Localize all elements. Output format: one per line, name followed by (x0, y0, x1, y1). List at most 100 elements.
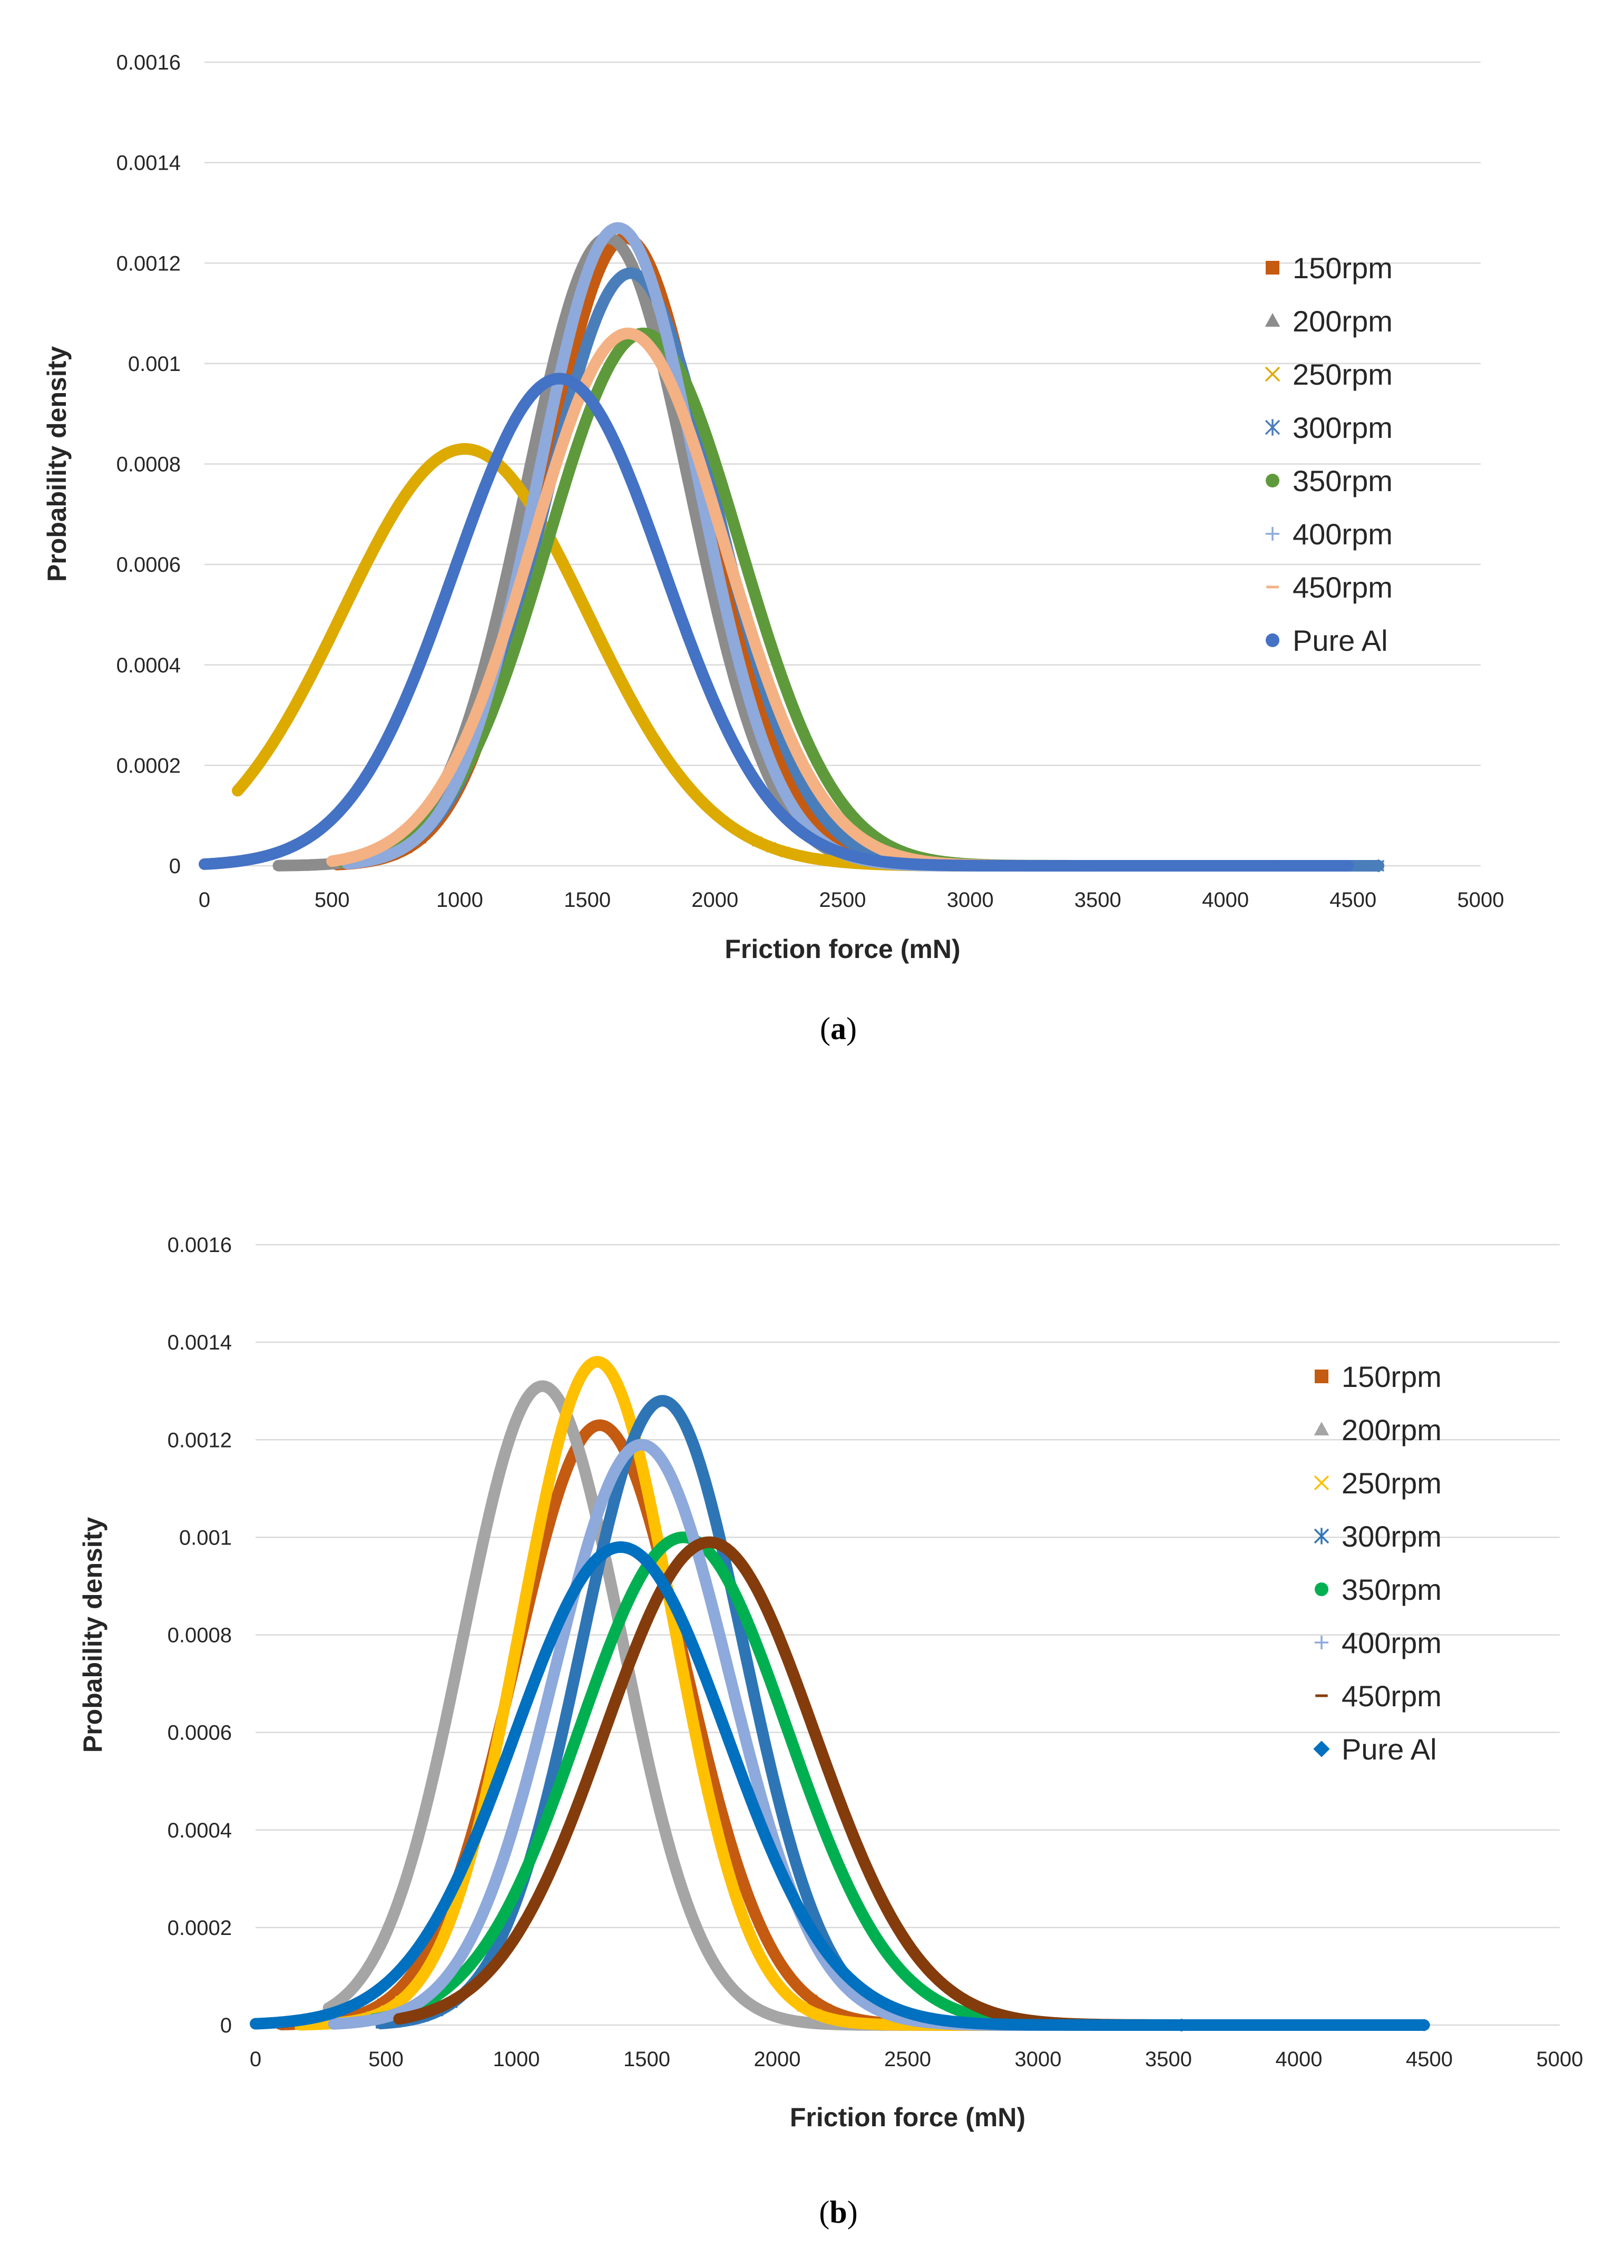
legend-marker (1266, 474, 1279, 487)
data-point (336, 2004, 348, 2016)
data-point (889, 853, 898, 856)
data-point (1014, 861, 1024, 871)
data-point (278, 2016, 290, 2028)
data-point (779, 846, 791, 858)
panel-a-x-tick-label: 1000 (436, 888, 483, 912)
data-point (1154, 861, 1164, 871)
legend-label: 350rpm (1293, 464, 1393, 497)
chart-panel-b: 0 0.0002 0.0004 0.0006 0.0008 0.001 0.0012 0.00… (78, 1234, 1583, 2230)
panel-b-y-tick-label: 0 (220, 2014, 232, 2037)
data-point (967, 2017, 979, 2029)
legend-marker (1266, 633, 1279, 647)
data-point (370, 854, 380, 864)
data-point (1153, 2019, 1165, 2031)
data-point (398, 843, 408, 853)
data-point (954, 1995, 963, 1998)
density-curve (272, 232, 1128, 872)
panel-b-x-tick-label: 5000 (1537, 2048, 1583, 2071)
data-point (437, 2005, 447, 2008)
legend-marker (1315, 1582, 1328, 1596)
panel-b-x-tick-label: 500 (368, 2048, 404, 2071)
legend-marker (1314, 1528, 1329, 1544)
panel-a-x-axis-title: Friction force (mN) (725, 934, 960, 964)
legend-marker (1266, 261, 1279, 275)
data-point (1068, 2019, 1079, 2031)
data-point (807, 1995, 817, 2005)
legend-marker (1315, 1370, 1328, 1383)
data-point (341, 857, 350, 860)
legend-marker (1265, 419, 1280, 436)
panel-a-x-tick-label: 4000 (1202, 888, 1249, 912)
data-point (350, 1998, 362, 2010)
panel-a-legend: 150rpm 200rpm 250rpm 300rpm 350rpm 400rpm 450r… (1265, 251, 1393, 657)
data-point (1197, 2019, 1208, 2031)
data-point (228, 857, 238, 867)
data-point (868, 2018, 879, 2030)
data-point (825, 2013, 836, 2025)
legend-marker (1266, 527, 1279, 541)
data-point (1225, 2019, 1237, 2031)
panel-a-series-group (199, 222, 1385, 872)
data-point (957, 861, 967, 871)
data-point (754, 2004, 765, 2014)
legend-label: 450rpm (1293, 571, 1393, 604)
panel-a-y-tick-label: 0.0008 (116, 453, 181, 476)
panel-a-y-tick-label: 0.001 (128, 353, 181, 376)
data-point (972, 861, 982, 871)
data-point (1280, 861, 1290, 871)
panel-b-series-450rpm (393, 1536, 1356, 2031)
data-point (250, 2018, 261, 2030)
panel-a-x-tick-label: 4500 (1329, 888, 1376, 912)
data-point (415, 1997, 425, 2007)
panel-b-x-tick-label: 4000 (1276, 2048, 1323, 2071)
legend-marker (1266, 585, 1279, 589)
panel-a-y-tick-label: 0.0014 (116, 152, 181, 175)
data-point (409, 2015, 418, 2018)
data-point (927, 1992, 937, 2002)
data-point (287, 859, 298, 869)
data-point (873, 856, 883, 866)
panel-a-y-tick-label: 0.0012 (116, 252, 181, 275)
data-point (1297, 2019, 1309, 2031)
panel-b-legend: 150rpm 200rpm 250rpm 300rpm 350rpm 400rpm 450r… (1313, 1360, 1442, 1766)
data-point (766, 842, 777, 853)
panel-b-x-tick-label: 1500 (623, 2048, 670, 2071)
data-point (883, 2019, 894, 2030)
panel-b-x-tick-label: 2000 (754, 2048, 801, 2071)
data-point (968, 2002, 977, 2006)
data-point (1340, 2019, 1352, 2031)
data-point (1010, 2019, 1022, 2030)
data-point (811, 2018, 822, 2028)
legend-label: 300rpm (1293, 411, 1393, 444)
data-point (796, 2001, 808, 2012)
density-curve (393, 1536, 1356, 2031)
data-point (895, 2005, 907, 2017)
data-point (270, 848, 280, 858)
panel-b-y-tick-label: 0.0004 (168, 1819, 232, 1842)
data-point (1168, 2019, 1180, 2031)
panel-a-series-pure-al (199, 373, 1354, 872)
data-point (298, 836, 308, 846)
legend-label: 300rpm (1342, 1520, 1442, 1553)
panel-a-x-tick-label: 500 (315, 888, 350, 912)
data-point (384, 840, 393, 844)
panel-a-y-tick-label: 0.0016 (116, 51, 181, 74)
data-point (264, 2017, 276, 2029)
data-point (1168, 861, 1178, 871)
panel-a-series-200rpm (272, 232, 1129, 872)
data-point (1211, 2019, 1222, 2031)
data-point (839, 2016, 850, 2027)
data-point (328, 859, 337, 863)
data-point (953, 2016, 964, 2028)
data-point (337, 1992, 348, 2002)
data-point (1039, 2019, 1051, 2031)
data-point (843, 836, 855, 847)
data-point (797, 2016, 807, 2026)
legend-label: Pure Al (1293, 624, 1388, 657)
data-point (1238, 861, 1248, 871)
panel-a-x-tick-label: 0 (199, 888, 210, 912)
legend-label: 250rpm (1293, 358, 1393, 391)
panel-b-y-tick-label: 0.0016 (168, 1234, 232, 1257)
data-point (859, 854, 869, 864)
